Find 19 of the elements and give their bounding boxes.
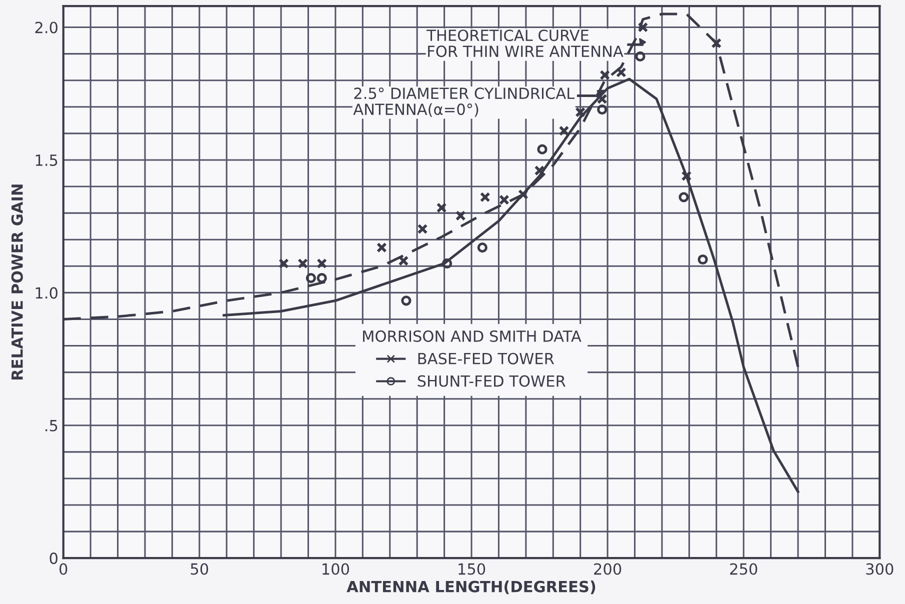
legend-title: MORRISON AND SMITH DATA xyxy=(363,330,582,342)
x-tick-label: 100 xyxy=(322,563,350,575)
x-tick-label: 50 xyxy=(190,563,208,575)
series-label: 2.5° DIAMETER CYLINDRICAL ANTENNA(α=0°) xyxy=(353,88,575,117)
y-tick-label: 1.5 xyxy=(36,154,58,166)
y-tick-label: 1.0 xyxy=(36,287,58,299)
y-axis-title: RELATIVE POWER GAIN xyxy=(11,184,23,380)
x-tick-label: 300 xyxy=(866,563,894,575)
x-axis-title: ANTENNA LENGTH(DEGREES) xyxy=(346,580,596,594)
legend-label: BASE-FED TOWER xyxy=(418,352,554,364)
y-tick-label: .5 xyxy=(46,420,58,432)
x-tick-label: 150 xyxy=(458,563,486,575)
x-tick-label: 0 xyxy=(59,563,68,575)
x-tick-label: 250 xyxy=(730,563,758,575)
x-tick-label: 200 xyxy=(594,563,622,575)
legend-label: SHUNT-FED TOWER xyxy=(418,375,566,387)
y-tick-label: 0 xyxy=(50,552,58,564)
y-tick-label: 2.0 xyxy=(35,22,58,34)
series-label: THEORETICAL CURVE FOR THIN WIRE ANTENNA xyxy=(426,30,624,58)
